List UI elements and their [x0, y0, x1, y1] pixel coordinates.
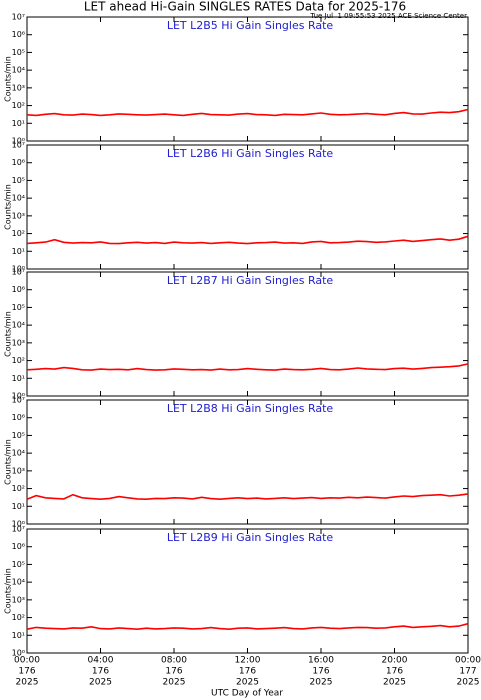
- y-tick-label: 10⁵: [12, 48, 25, 57]
- data-line: [26, 622, 469, 631]
- y-tick-label: 10⁶: [12, 30, 25, 39]
- panel-title: LET L2B8 Hi Gain Singles Rate: [167, 402, 334, 415]
- y-tick-label: 10¹: [12, 631, 25, 640]
- x-tick-label: 176: [239, 667, 256, 677]
- y-axis-label: Counts/min: [4, 184, 13, 230]
- y-tick-label: 10³: [12, 211, 25, 220]
- x-tick-label: 2025: [457, 678, 480, 688]
- y-tick-label: 10³: [12, 83, 25, 92]
- y-tick-label: 10³: [12, 595, 25, 604]
- y-tick-label: 10⁷: [12, 141, 25, 150]
- x-tick-label: 2025: [16, 678, 39, 688]
- y-tick-label: 10⁷: [12, 13, 25, 22]
- y-tick-label: 10⁶: [12, 158, 25, 167]
- y-tick-label: 10⁷: [12, 396, 25, 405]
- x-tick-label: 2025: [236, 678, 259, 688]
- panel-title: LET L2B9 Hi Gain Singles Rate: [167, 531, 334, 544]
- x-tick-label: 00:00: [455, 656, 481, 666]
- y-tick-label: 10²: [12, 484, 25, 493]
- y-tick-label: 10⁷: [12, 525, 25, 534]
- y-tick-label: 10⁴: [12, 449, 25, 458]
- x-tick-label: 176: [312, 667, 329, 677]
- plot-frame: [26, 399, 469, 525]
- y-tick-label: 10⁰: [12, 392, 25, 401]
- y-axis-label: Counts/min: [4, 568, 13, 614]
- y-axis-label: Counts/min: [4, 439, 13, 485]
- x-tick-label: 177: [459, 667, 476, 677]
- x-tick-label: 2025: [163, 678, 186, 688]
- x-tick-label: 176: [165, 667, 182, 677]
- y-axis-label: Counts/min: [4, 56, 13, 102]
- y-tick-label: 10²: [12, 101, 25, 110]
- x-tick-label: 16:00: [308, 656, 334, 666]
- plot-frame: [26, 144, 469, 270]
- data-line: [26, 493, 469, 501]
- x-tick-label: 176: [92, 667, 109, 677]
- panel-title: LET L2B5 Hi Gain Singles Rate: [167, 19, 334, 32]
- panel-title: LET L2B7 Hi Gain Singles Rate: [167, 274, 334, 287]
- x-tick-label: 176: [18, 667, 35, 677]
- y-tick-label: 10⁵: [12, 303, 25, 312]
- y-tick-label: 10²: [12, 229, 25, 238]
- y-tick-label: 10⁴: [12, 66, 25, 75]
- y-tick-label: 10⁶: [12, 285, 25, 294]
- plot-frame: [26, 16, 469, 142]
- y-tick-label: 10⁴: [12, 578, 25, 587]
- x-tick-label: 20:00: [382, 656, 408, 666]
- y-tick-label: 10⁴: [12, 194, 25, 203]
- y-axis-label: Counts/min: [4, 311, 13, 357]
- y-tick-label: 10⁶: [12, 413, 25, 422]
- y-tick-label: 10⁵: [12, 431, 25, 440]
- x-tick-label: 04:00: [88, 656, 114, 666]
- y-tick-label: 10⁰: [12, 520, 25, 529]
- x-tick-label: 2025: [89, 678, 112, 688]
- y-tick-label: 10¹: [12, 502, 25, 511]
- y-tick-label: 10¹: [12, 247, 25, 256]
- x-tick-label: 2025: [383, 678, 406, 688]
- data-line: [26, 235, 469, 245]
- y-tick-label: 10⁷: [12, 268, 25, 277]
- x-tick-label: 08:00: [161, 656, 187, 666]
- y-tick-label: 10⁶: [12, 542, 25, 551]
- y-tick-label: 10⁴: [12, 321, 25, 330]
- x-tick-label: 2025: [310, 678, 333, 688]
- data-line: [26, 108, 469, 117]
- y-tick-label: 10⁰: [12, 265, 25, 274]
- y-tick-label: 10¹: [12, 119, 25, 128]
- page-title: LET ahead Hi-Gain SINGLES RATES Data for…: [84, 0, 406, 14]
- y-tick-label: 10²: [12, 356, 25, 365]
- y-tick-label: 10⁵: [12, 176, 25, 185]
- y-tick-label: 10³: [12, 338, 25, 347]
- x-tick-label: 00:00: [14, 656, 40, 666]
- plot-frame: [26, 528, 469, 654]
- y-tick-label: 10¹: [12, 374, 25, 383]
- y-tick-label: 10³: [12, 466, 25, 475]
- x-tick-label: 176: [386, 667, 403, 677]
- plot-frame: [26, 271, 469, 397]
- y-tick-label: 10⁰: [12, 137, 25, 146]
- x-axis-label: UTC Day of Year: [211, 689, 283, 699]
- y-tick-label: 10⁰: [12, 649, 25, 658]
- data-line: [26, 363, 469, 371]
- timestamp: Tue Jul 1 09:55:53 2025 ACE Science Cent…: [309, 12, 467, 20]
- y-tick-label: 10²: [12, 613, 25, 622]
- panel-title: LET L2B6 Hi Gain Singles Rate: [167, 147, 334, 160]
- x-tick-label: 12:00: [235, 656, 261, 666]
- y-tick-label: 10⁵: [12, 560, 25, 569]
